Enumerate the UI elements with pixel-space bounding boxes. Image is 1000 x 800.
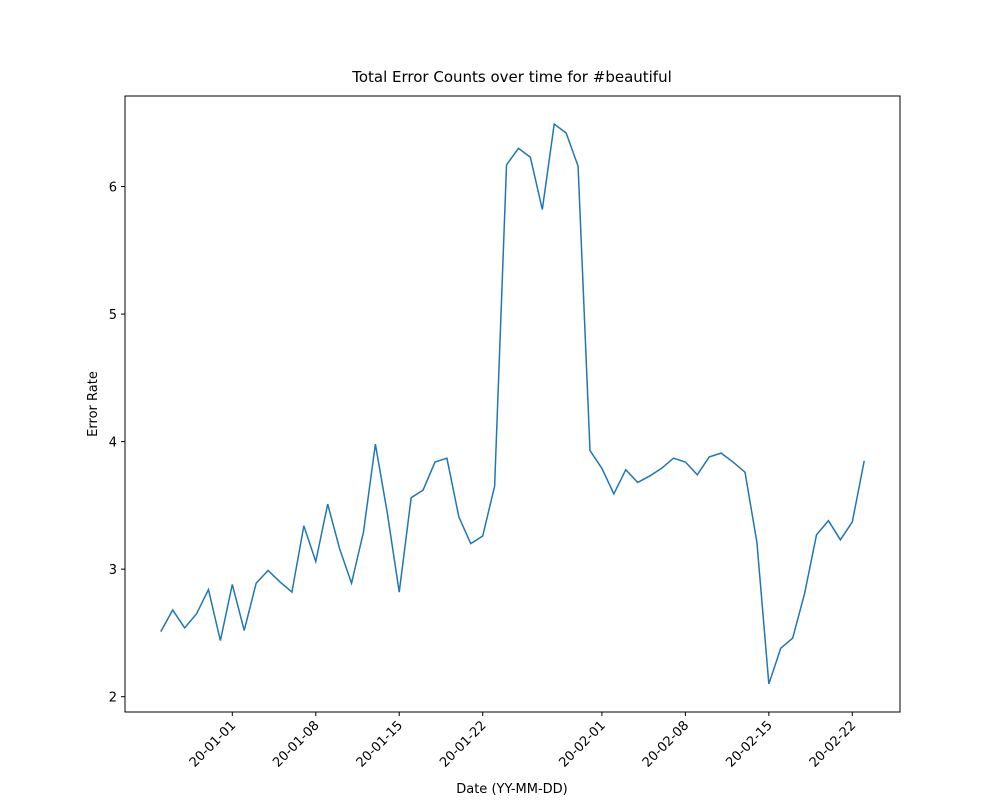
x-tick-label: 20-02-15 [723, 718, 775, 770]
y-axis-label: Error Rate [86, 371, 101, 437]
x-tick-label: 20-01-01 [187, 718, 239, 770]
chart-title: Total Error Counts over time for #beauti… [351, 68, 672, 86]
y-tick-label: 3 [109, 563, 117, 578]
x-axis-label: Date (YY-MM-DD) [456, 782, 568, 797]
y-tick-label: 6 [109, 181, 117, 196]
x-tick-label: 20-01-15 [354, 718, 406, 770]
plot-frame [124, 95, 901, 713]
x-tick-label: 20-02-22 [807, 718, 859, 770]
y-tick-label: 2 [109, 691, 117, 706]
x-tick-label: 20-02-01 [556, 718, 608, 770]
x-tick-label: 20-02-08 [640, 718, 692, 770]
line [160, 122, 865, 685]
y-tick-label: 5 [109, 308, 117, 323]
y-tick-label: 4 [109, 436, 117, 451]
x-tick-label: 20-01-08 [270, 718, 322, 770]
x-tick-label: 20-01-22 [437, 718, 489, 770]
